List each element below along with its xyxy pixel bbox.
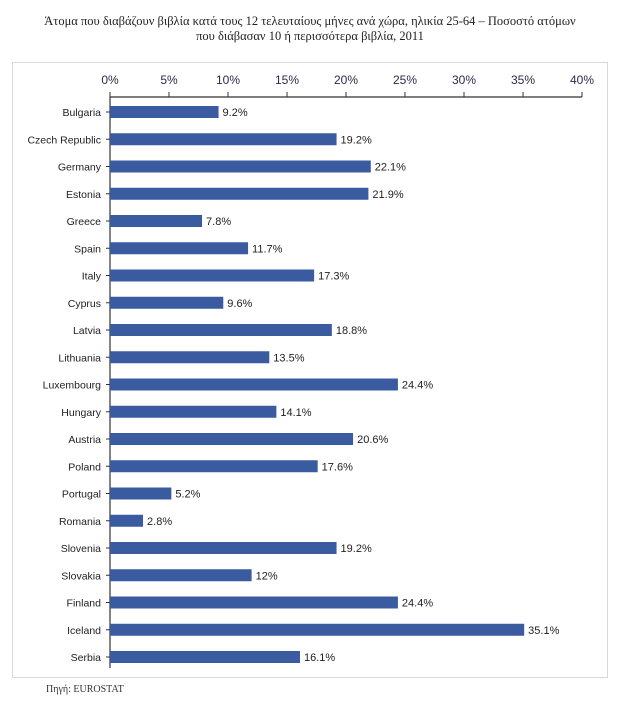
category-label: Germany <box>58 162 102 174</box>
bar <box>110 623 525 636</box>
category-label: Luxembourg <box>43 380 102 392</box>
data-label: 9.2% <box>223 107 248 119</box>
x-tick-label: 20% <box>334 73 358 87</box>
data-label: 24.4% <box>402 598 433 610</box>
data-label: 7.8% <box>206 216 231 228</box>
category-label: Portugal <box>62 489 101 501</box>
bar <box>110 269 315 282</box>
category-label: Slovenia <box>61 543 101 555</box>
data-label: 20.6% <box>357 434 388 446</box>
category-label: Czech Republic <box>27 134 101 146</box>
chart-title-line-1: Άτομα που διαβάζουν βιβλία κατά τους 12 … <box>44 14 576 28</box>
bar <box>110 242 249 255</box>
bar <box>110 106 219 118</box>
data-label: 16.1% <box>304 652 335 664</box>
data-label: 14.1% <box>280 407 311 419</box>
x-tick-label: 40% <box>570 73 594 87</box>
data-label: 2.8% <box>147 516 172 528</box>
bar <box>110 187 369 200</box>
data-label: 24.4% <box>402 380 433 392</box>
category-label: Latvia <box>73 325 101 337</box>
x-tick-label: 35% <box>511 73 535 87</box>
category-label: Hungary <box>61 407 101 419</box>
data-label: 13.5% <box>273 352 304 364</box>
bar <box>110 433 354 445</box>
category-label: Slovakia <box>61 570 101 582</box>
x-tick-label: 15% <box>275 73 299 87</box>
category-label: Bulgaria <box>62 107 101 119</box>
category-label: Greece <box>67 216 102 228</box>
category-label: Finland <box>67 598 102 610</box>
category-label: Italy <box>82 271 102 283</box>
bar <box>110 378 398 391</box>
bar <box>110 460 318 473</box>
category-label: Romania <box>59 516 101 528</box>
x-tick-label: 0% <box>101 73 119 87</box>
bar <box>110 351 270 364</box>
x-tick-label: 5% <box>160 73 178 87</box>
source-note: Πηγή: EUROSTAT <box>46 684 124 695</box>
data-label: 35.1% <box>528 625 559 637</box>
category-label: Cyprus <box>68 298 101 310</box>
chart-title: Άτομα που διαβάζουν βιβλία κατά τους 12 … <box>10 14 610 44</box>
category-label: Lithuania <box>58 352 101 364</box>
data-label: 22.1% <box>375 162 406 174</box>
data-label: 19.2% <box>341 134 372 146</box>
category-label: Austria <box>68 434 101 446</box>
data-label: 18.8% <box>336 325 367 337</box>
data-label: 21.9% <box>372 189 403 201</box>
bar <box>110 296 224 309</box>
category-label: Spain <box>74 243 101 255</box>
data-label: 5.2% <box>175 489 200 501</box>
bar <box>110 569 252 582</box>
data-label: 9.6% <box>227 298 252 310</box>
data-label: 11.7% <box>252 243 283 255</box>
bar <box>110 542 337 554</box>
data-label: 17.3% <box>318 271 349 283</box>
bar <box>110 596 398 609</box>
bar <box>110 487 172 500</box>
bar <box>110 405 277 418</box>
bar <box>110 160 371 173</box>
bar <box>110 133 337 146</box>
category-label: Serbia <box>71 652 102 664</box>
bar <box>110 514 144 527</box>
data-label: 17.6% <box>322 461 353 473</box>
chart-frame <box>12 62 608 678</box>
chart-title-line-2: που διάβασαν 10 ή περισσότερα βιβλία, 20… <box>196 29 424 43</box>
bar <box>110 324 332 336</box>
x-tick-label: 25% <box>393 73 417 87</box>
data-label: 19.2% <box>341 543 372 555</box>
x-tick-label: 10% <box>216 73 240 87</box>
bar <box>110 651 300 663</box>
x-tick-label: 30% <box>452 73 476 87</box>
category-label: Estonia <box>66 189 101 201</box>
category-label: Iceland <box>67 625 101 637</box>
category-label: Poland <box>68 461 101 473</box>
bar <box>110 215 203 227</box>
data-label: 12% <box>256 570 278 582</box>
